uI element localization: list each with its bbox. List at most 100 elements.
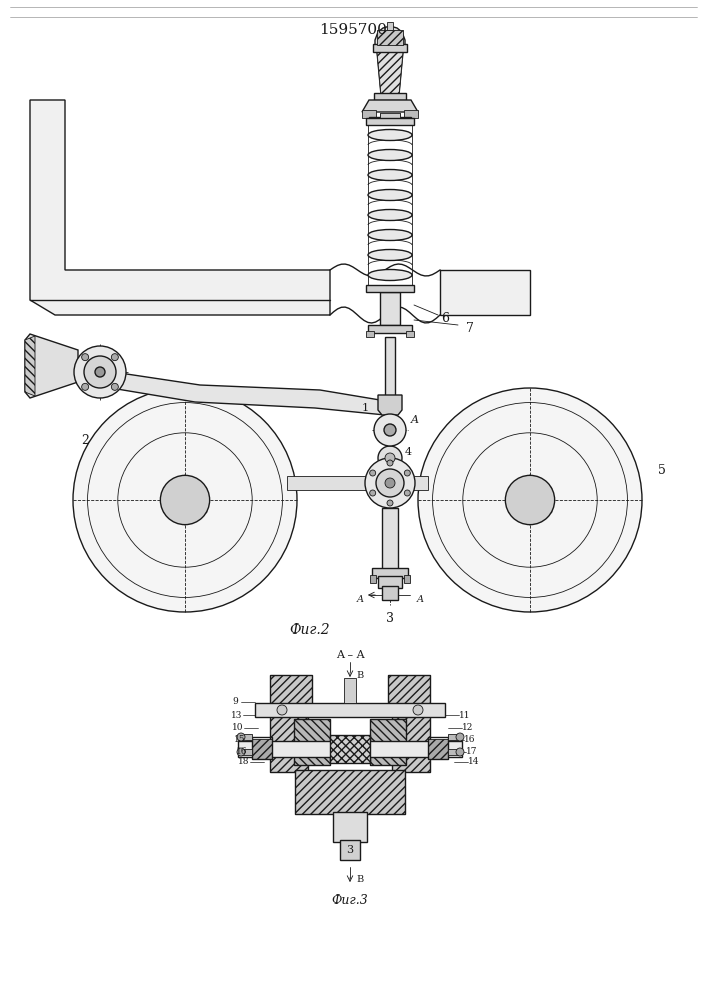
Bar (287, 476, 390, 490)
Circle shape (73, 388, 297, 612)
Circle shape (376, 469, 404, 497)
Polygon shape (25, 334, 78, 398)
Bar (385, 337, 395, 415)
Polygon shape (368, 325, 412, 333)
Bar (370, 719, 406, 765)
Bar (270, 675, 312, 705)
Bar (370, 719, 406, 765)
Circle shape (413, 705, 423, 715)
Text: B: B (356, 670, 363, 680)
Circle shape (404, 490, 410, 496)
Text: 5: 5 (658, 464, 666, 477)
Bar (252, 739, 272, 759)
Polygon shape (375, 26, 405, 45)
Text: 12: 12 (462, 724, 474, 732)
Text: 16: 16 (464, 736, 476, 744)
Circle shape (456, 748, 464, 756)
Circle shape (387, 500, 393, 506)
Bar (372, 568, 408, 578)
Bar (387, 22, 393, 30)
Circle shape (385, 478, 395, 488)
Bar (382, 508, 398, 570)
Bar (362, 110, 376, 118)
Text: Фиг.2: Фиг.2 (290, 623, 330, 637)
Circle shape (387, 460, 393, 466)
Bar (380, 113, 400, 118)
Ellipse shape (368, 169, 412, 180)
Bar (330, 735, 370, 763)
Bar (295, 770, 405, 814)
Circle shape (81, 354, 88, 361)
Bar (295, 770, 405, 814)
Text: 3: 3 (346, 845, 354, 855)
Circle shape (237, 733, 245, 741)
Bar (330, 735, 370, 763)
Text: Фиг.3: Фиг.3 (332, 894, 368, 906)
Circle shape (74, 346, 126, 398)
Bar (238, 741, 462, 757)
Text: 4: 4 (404, 447, 411, 457)
Ellipse shape (368, 190, 412, 200)
Text: A – A: A – A (336, 650, 364, 660)
Circle shape (378, 446, 402, 470)
Text: 1: 1 (361, 403, 368, 413)
Text: 2: 2 (81, 434, 89, 446)
Text: 7: 7 (466, 322, 474, 336)
Polygon shape (25, 336, 35, 396)
Polygon shape (378, 395, 402, 415)
Circle shape (404, 470, 410, 476)
Polygon shape (377, 30, 403, 45)
Bar (270, 714, 308, 772)
Circle shape (111, 383, 118, 390)
Circle shape (370, 490, 375, 496)
Circle shape (506, 475, 554, 525)
Bar (238, 749, 252, 755)
Circle shape (237, 748, 245, 756)
Text: 16: 16 (236, 748, 247, 756)
Circle shape (418, 388, 642, 612)
Ellipse shape (368, 210, 412, 221)
Polygon shape (440, 270, 530, 315)
Bar (270, 714, 308, 772)
Bar (294, 719, 330, 765)
Text: 14: 14 (468, 758, 480, 766)
Ellipse shape (368, 230, 412, 240)
Polygon shape (88, 360, 398, 422)
Text: 18: 18 (238, 758, 250, 766)
Bar (404, 110, 418, 118)
Text: A: A (416, 595, 423, 604)
Bar (238, 734, 252, 740)
Bar (252, 737, 272, 759)
Text: 15: 15 (234, 736, 246, 744)
Polygon shape (377, 52, 403, 95)
Circle shape (384, 424, 396, 436)
Circle shape (374, 414, 406, 446)
Bar (378, 576, 402, 588)
Text: 1595700: 1595700 (319, 23, 387, 37)
Text: A: A (356, 595, 363, 604)
Bar (366, 118, 414, 125)
Bar (406, 331, 414, 337)
Bar (374, 93, 406, 100)
Bar (390, 476, 428, 490)
Text: 17: 17 (466, 748, 478, 756)
Bar (344, 678, 356, 703)
Text: 6: 6 (441, 312, 449, 324)
Circle shape (365, 458, 415, 508)
Bar (382, 586, 398, 600)
Circle shape (385, 453, 395, 463)
Circle shape (95, 367, 105, 377)
Circle shape (81, 383, 88, 390)
Bar (428, 737, 448, 759)
Polygon shape (362, 100, 418, 112)
Text: B: B (356, 876, 363, 884)
Bar (428, 739, 448, 759)
Ellipse shape (368, 149, 412, 160)
Bar (388, 675, 430, 705)
Bar (404, 575, 410, 583)
Bar (333, 812, 367, 842)
Bar (270, 675, 312, 705)
Bar (294, 719, 330, 765)
Text: 13: 13 (231, 710, 243, 720)
Bar (448, 734, 462, 740)
